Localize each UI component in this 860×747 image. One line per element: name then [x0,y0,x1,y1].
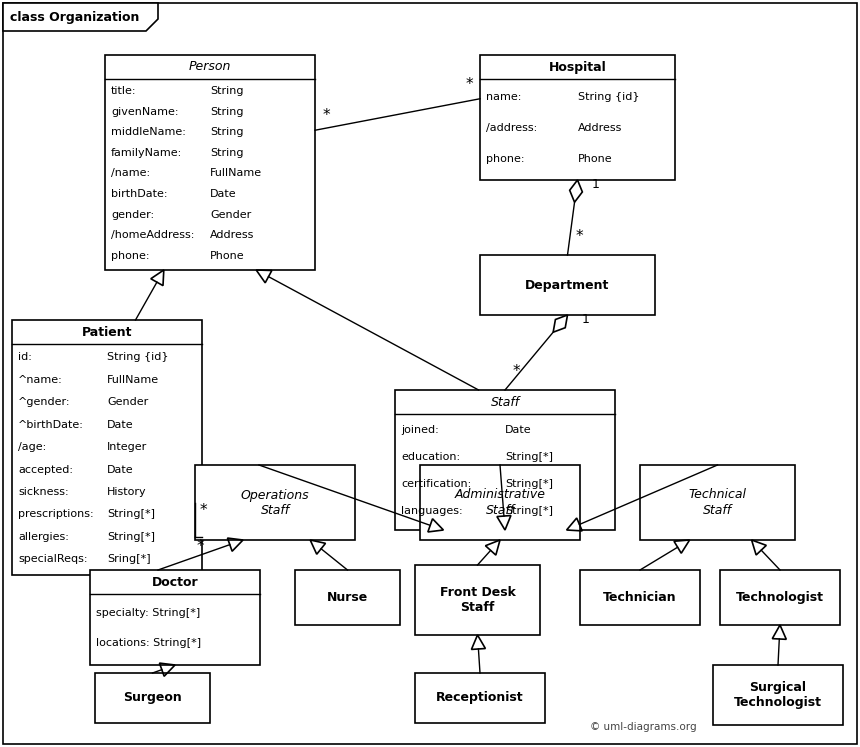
Text: Date: Date [107,420,133,430]
Bar [90,570,260,665]
Text: Nurse: Nurse [327,591,368,604]
Text: *: * [575,229,583,244]
Text: phone:: phone: [486,154,525,164]
Text: String[*]: String[*] [107,532,155,542]
Bar [420,465,580,540]
Text: familyName:: familyName: [111,148,182,158]
Text: Technical
Staff: Technical Staff [689,489,746,516]
Text: Doctor: Doctor [151,575,199,589]
Text: middleName:: middleName: [111,128,186,137]
Text: History: History [107,487,146,497]
Bar [195,465,355,540]
Text: Surgeon: Surgeon [123,692,181,704]
Text: String: String [210,128,243,137]
Text: Hospital: Hospital [549,61,606,73]
Bar [415,673,545,723]
Text: Address: Address [210,230,255,240]
Text: String: String [210,87,243,96]
Text: Administrative
Staff: Administrative Staff [454,489,545,516]
Text: ^gender:: ^gender: [18,397,71,407]
Bar [295,570,400,625]
Bar [415,565,540,635]
Bar [480,55,675,180]
Bar [640,465,795,540]
Text: Receptionist: Receptionist [436,692,524,704]
Text: Surgical
Technologist: Surgical Technologist [734,681,822,709]
Text: allergies:: allergies: [18,532,69,542]
Text: specialty: String[*]: specialty: String[*] [96,607,200,618]
Text: Address: Address [578,123,622,133]
Text: String[*]: String[*] [505,479,553,489]
Text: Staff: Staff [490,395,519,409]
Text: id:: id: [18,353,32,362]
Text: gender:: gender: [111,210,154,220]
Text: FullName: FullName [107,375,159,385]
Text: Date: Date [210,189,237,199]
Text: String[*]: String[*] [107,509,155,519]
Text: String: String [210,107,243,117]
Polygon shape [3,3,158,31]
Text: *: * [513,364,520,379]
Text: languages:: languages: [401,506,463,516]
Text: Operations
Staff: Operations Staff [241,489,310,516]
Text: Patient: Patient [82,326,132,338]
Text: Date: Date [505,425,531,436]
Text: title:: title: [111,87,137,96]
Text: prescriptions:: prescriptions: [18,509,94,519]
Bar [105,55,315,270]
Text: accepted:: accepted: [18,465,73,474]
Text: String {id}: String {id} [107,353,169,362]
Text: Phone: Phone [210,251,244,261]
Text: name:: name: [486,93,521,102]
Text: /homeAddress:: /homeAddress: [111,230,194,240]
Text: © uml-diagrams.org: © uml-diagrams.org [590,722,697,732]
Text: givenName:: givenName: [111,107,179,117]
Text: Technician: Technician [603,591,677,604]
Bar [12,320,202,575]
Text: String[*]: String[*] [505,452,553,462]
Text: Integer: Integer [107,442,147,452]
Bar [395,390,615,530]
Text: Person: Person [189,61,231,73]
Bar [480,255,655,315]
Bar [720,570,840,625]
Text: locations: String[*]: locations: String[*] [96,639,201,648]
Text: String {id}: String {id} [578,93,639,102]
Text: /name:: /name: [111,169,150,179]
Text: FullName: FullName [210,169,262,179]
Text: Department: Department [525,279,610,291]
Text: /address:: /address: [486,123,538,133]
Text: Technologist: Technologist [736,591,824,604]
Text: joined:: joined: [401,425,439,436]
Text: specialReqs:: specialReqs: [18,554,88,564]
Text: *: * [466,77,474,92]
Text: class Organization: class Organization [10,10,139,23]
Text: ^birthDate:: ^birthDate: [18,420,84,430]
Text: ^name:: ^name: [18,375,63,385]
Text: /age:: /age: [18,442,46,452]
Text: String: String [210,148,243,158]
Text: Sring[*]: Sring[*] [107,554,150,564]
Bar [580,570,700,625]
Text: certification:: certification: [401,479,471,489]
Text: Gender: Gender [107,397,148,407]
Text: Front Desk
Staff: Front Desk Staff [439,586,515,614]
Text: birthDate:: birthDate: [111,189,168,199]
Text: 1: 1 [581,313,589,326]
Bar [95,673,210,723]
Text: Gender: Gender [210,210,251,220]
Text: String[*]: String[*] [505,506,553,516]
Text: Phone: Phone [578,154,612,164]
Text: phone:: phone: [111,251,150,261]
Text: Date: Date [107,465,133,474]
Bar [713,665,843,725]
Text: *: * [323,108,330,123]
Text: *: * [200,503,207,518]
Text: *: * [197,539,205,554]
Text: education:: education: [401,452,460,462]
Text: sickness:: sickness: [18,487,69,497]
Text: 1: 1 [592,178,599,191]
